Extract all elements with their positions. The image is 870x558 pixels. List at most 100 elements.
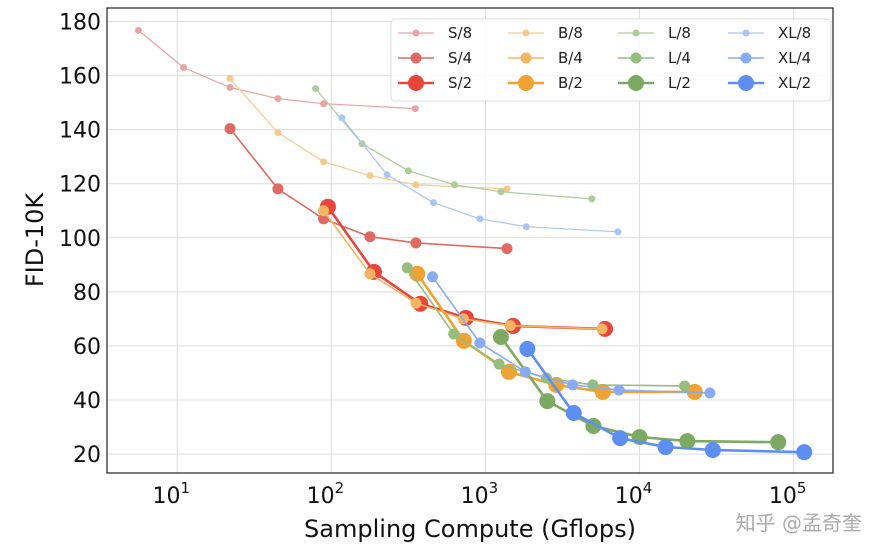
legend-marker bbox=[410, 52, 422, 64]
data-point bbox=[679, 433, 696, 450]
legend-label: L/2 bbox=[668, 74, 691, 92]
data-point bbox=[613, 384, 625, 396]
data-point bbox=[612, 430, 629, 447]
legend-marker bbox=[740, 52, 752, 64]
legend-item: B/4 bbox=[508, 49, 583, 67]
data-point bbox=[226, 83, 234, 91]
series-xl-2 bbox=[519, 340, 813, 461]
data-point bbox=[274, 129, 282, 137]
data-point bbox=[539, 393, 556, 410]
data-point bbox=[474, 337, 486, 349]
legend-marker bbox=[520, 52, 532, 64]
legend-item: XL/2 bbox=[728, 74, 811, 92]
legend-label: XL/8 bbox=[778, 24, 811, 42]
legend-marker bbox=[632, 29, 640, 37]
y-tick-label: 40 bbox=[73, 389, 101, 414]
legend-item: L/4 bbox=[618, 49, 691, 67]
legend-label: B/4 bbox=[558, 49, 583, 67]
legend-marker bbox=[522, 29, 530, 37]
legend-label: L/8 bbox=[668, 24, 691, 42]
data-point bbox=[492, 329, 509, 346]
data-point bbox=[411, 105, 419, 113]
y-tick-label: 160 bbox=[59, 65, 101, 90]
series-line bbox=[322, 210, 602, 330]
legend-item: S/8 bbox=[398, 24, 472, 42]
series-s-8 bbox=[134, 26, 419, 113]
legend-label: XL/4 bbox=[778, 49, 811, 67]
x-axis-label: Sampling Compute (Gflops) bbox=[304, 515, 636, 543]
x-tick-label: 104 bbox=[615, 479, 653, 509]
y-tick-label: 180 bbox=[59, 11, 101, 36]
data-point bbox=[796, 444, 813, 461]
data-point bbox=[614, 228, 622, 236]
data-point bbox=[503, 185, 511, 193]
series-b-8 bbox=[226, 75, 511, 193]
series-line bbox=[138, 29, 416, 110]
data-point bbox=[587, 379, 599, 391]
y-tick-label: 120 bbox=[59, 173, 101, 198]
data-point bbox=[704, 387, 716, 399]
data-point bbox=[318, 213, 330, 225]
y-tick-label: 80 bbox=[73, 281, 101, 306]
series-line bbox=[431, 276, 710, 394]
data-point bbox=[364, 231, 376, 243]
legend-label: S/8 bbox=[448, 24, 472, 42]
data-point bbox=[704, 442, 721, 459]
legend-marker bbox=[628, 75, 644, 91]
legend-label: XL/2 bbox=[778, 74, 811, 92]
data-point bbox=[312, 85, 320, 93]
data-point bbox=[448, 328, 460, 340]
series-l-8 bbox=[312, 85, 596, 203]
legend-item: B/2 bbox=[508, 74, 583, 92]
y-tick-labels: 20 40 60 80 100 120 140 160 180 bbox=[59, 11, 101, 469]
watermark: 知乎 @孟奇奎 bbox=[736, 511, 862, 535]
legend-item: S/2 bbox=[398, 74, 472, 92]
legend-label: S/2 bbox=[448, 74, 472, 92]
data-point bbox=[366, 172, 374, 180]
data-point bbox=[451, 181, 459, 189]
data-point bbox=[224, 123, 236, 135]
series-layer bbox=[134, 26, 813, 461]
legend-marker bbox=[412, 29, 420, 37]
data-point bbox=[412, 181, 420, 189]
series-xl-8 bbox=[338, 114, 622, 236]
series-line bbox=[315, 88, 592, 200]
legend-marker bbox=[518, 75, 534, 91]
legend-marker bbox=[742, 29, 750, 37]
data-point bbox=[364, 268, 376, 280]
legend-box bbox=[390, 18, 832, 102]
data-point bbox=[657, 439, 674, 456]
data-point bbox=[519, 340, 536, 357]
y-axis-label: FID-10K bbox=[21, 192, 49, 288]
data-point bbox=[318, 205, 330, 217]
series-s-4 bbox=[224, 123, 513, 255]
x-tick-label: 105 bbox=[769, 479, 807, 509]
data-point bbox=[504, 320, 516, 332]
data-point bbox=[501, 243, 513, 255]
data-point bbox=[426, 271, 438, 283]
data-point bbox=[320, 158, 328, 166]
legend-marker bbox=[630, 52, 642, 64]
legend-item: L/2 bbox=[618, 74, 691, 92]
plot-frame bbox=[106, 7, 834, 474]
legend-item: B/8 bbox=[508, 24, 583, 42]
y-tick-label: 100 bbox=[59, 227, 101, 252]
data-point bbox=[383, 171, 391, 179]
data-point bbox=[320, 100, 328, 108]
legend-label: B/8 bbox=[558, 24, 583, 42]
y-tick-label: 60 bbox=[73, 335, 101, 360]
x-tick-labels: 101 102 103 104 105 bbox=[152, 479, 806, 509]
data-point bbox=[338, 114, 346, 122]
legend-item: XL/4 bbox=[728, 49, 811, 67]
data-point bbox=[226, 75, 234, 83]
legend-marker bbox=[738, 75, 754, 91]
legend-marker bbox=[408, 75, 424, 91]
series-line bbox=[341, 117, 618, 233]
data-point bbox=[493, 358, 505, 370]
x-tick-label: 103 bbox=[461, 479, 499, 509]
data-point bbox=[770, 434, 787, 451]
series-line bbox=[229, 78, 508, 190]
x-tick-label: 102 bbox=[307, 479, 345, 509]
series-b-4 bbox=[318, 205, 608, 335]
